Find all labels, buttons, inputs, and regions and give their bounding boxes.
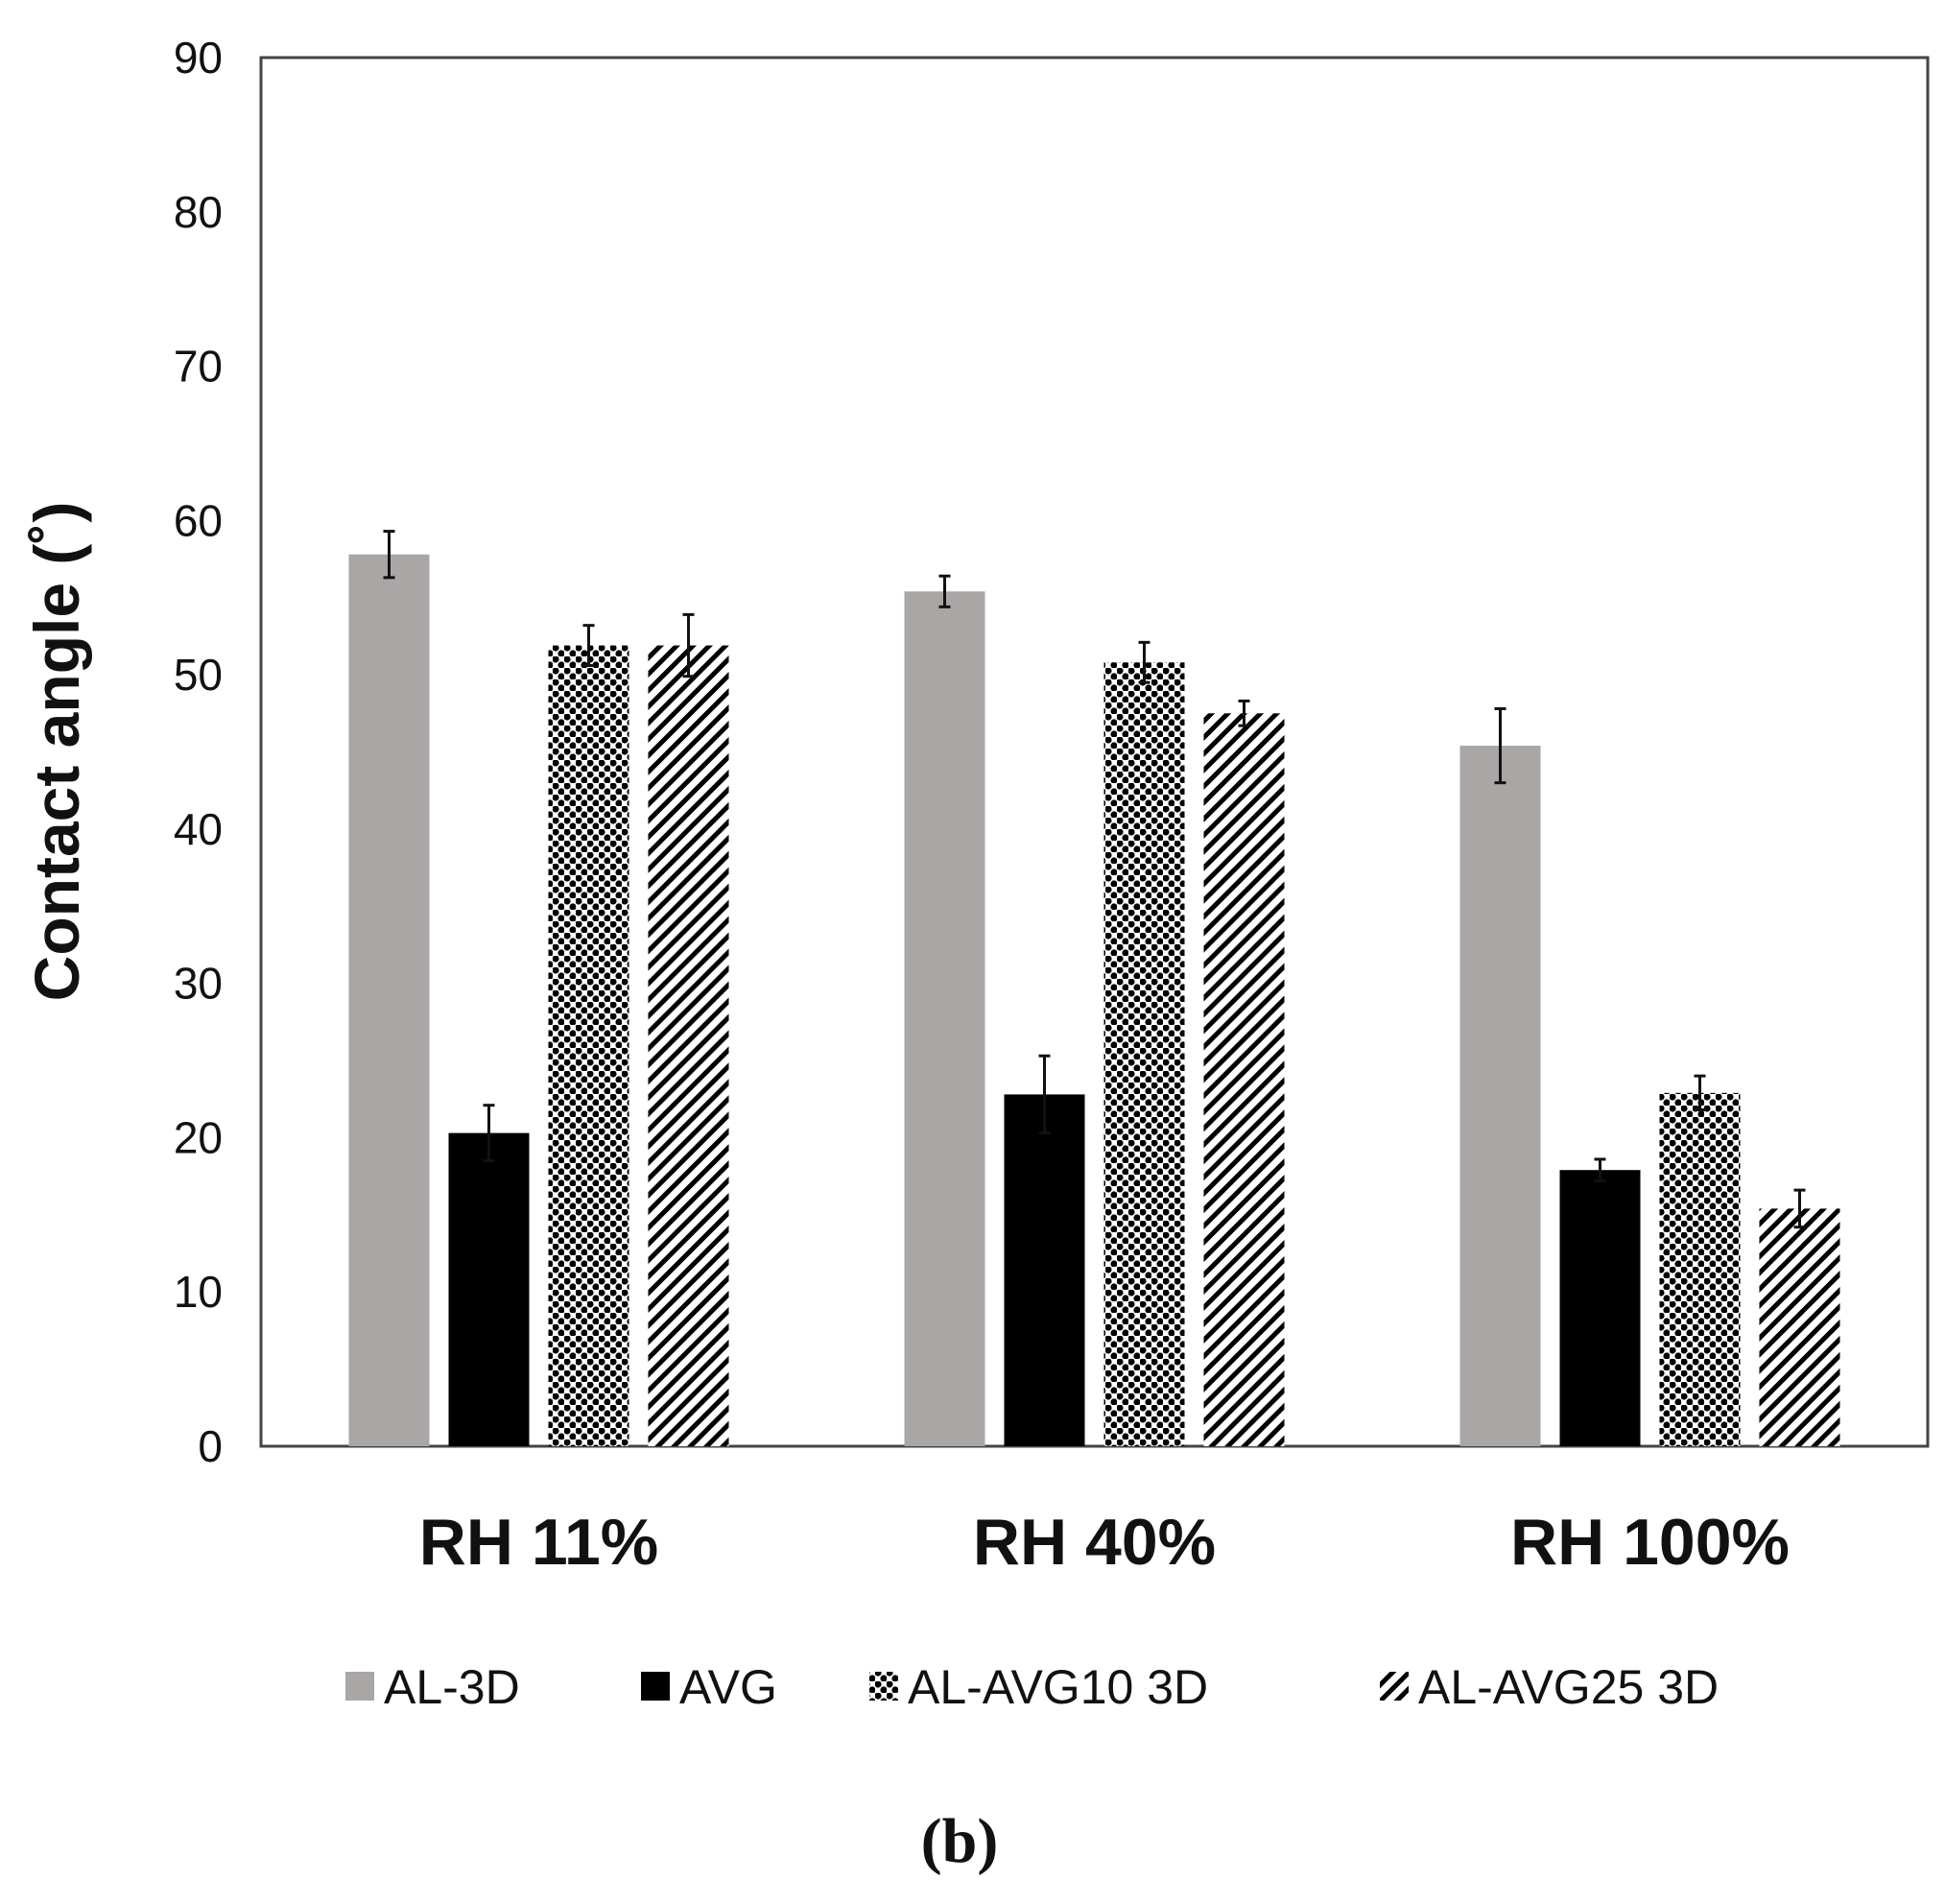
x-category-label: RH 40% [973,1506,1216,1579]
bar-al-avg25-3d-rh-11 [648,645,729,1446]
legend-swatch [869,1672,898,1701]
bars [348,554,1840,1446]
error-bar-al-3d-rh-40 [938,574,951,608]
legend: AL-3D AVG AL-AVG10 3D AL-AVG25 3D [345,1660,1719,1714]
error-bar-avg-rh-11 [483,1104,495,1163]
error-bar-al-avg10-3d-rh-11 [582,624,595,667]
bar-al-avg25-3d-rh-100 [1759,1208,1840,1446]
legend-label: AVG [679,1660,777,1714]
x-category-label: RH 100% [1510,1506,1790,1579]
y-axis-label: Contact angle (˚) [21,502,92,1002]
error-bar-al-3d-rh-11 [383,530,395,580]
bar-avg-rh-11 [448,1132,530,1446]
error-bar-avg-rh-100 [1594,1157,1606,1182]
y-tick-label: 70 [174,342,223,392]
panel-label: (b) [921,1806,999,1876]
legend-swatch [641,1672,670,1701]
bar-al-avg10-3d-rh-11 [548,645,629,1446]
error-bar-al-avg10-3d-rh-40 [1138,640,1150,684]
y-tick-label: 30 [174,959,223,1009]
x-category-label: RH 11% [419,1506,658,1579]
legend-label: AL-AVG10 3D [908,1660,1208,1714]
y-tick-label: 90 [174,33,223,83]
bar-al-3d-rh-40 [904,591,985,1446]
bar-al-avg10-3d-rh-40 [1103,662,1185,1446]
y-tick-label: 20 [174,1112,223,1162]
error-bar-al-avg10-3d-rh-100 [1694,1074,1706,1112]
error-bar-al-avg25-3d-rh-11 [682,612,695,678]
y-tick-label: 10 [174,1267,223,1317]
plot-area-frame [259,56,1930,1448]
y-tick-label: 50 [174,650,223,700]
bar-avg-rh-40 [1004,1094,1085,1446]
error-bar-al-avg25-3d-rh-100 [1793,1188,1806,1229]
bar-al-3d-rh-11 [348,554,430,1446]
y-tick-label: 60 [174,495,223,545]
legend-swatch [1380,1672,1409,1701]
bar-avg-rh-100 [1559,1170,1641,1446]
legend-label: AL-AVG25 3D [1418,1660,1719,1714]
bar-al-avg25-3d-rh-40 [1203,713,1285,1446]
y-tick-label: 40 [174,804,223,854]
y-tick-label: 0 [198,1421,223,1471]
bar-al-avg10-3d-rh-100 [1659,1092,1741,1446]
bar-al-3d-rh-100 [1459,746,1541,1446]
error-bar-avg-rh-40 [1038,1054,1051,1135]
legend-item-al-avg10-3d: AL-AVG10 3D [869,1660,1208,1714]
legend-item-al-3d: AL-3D [345,1660,520,1714]
x-axis-categories: RH 11% RH 40% RH 100% [419,1506,1790,1579]
error-bars [383,530,1806,1229]
legend-label: AL-3D [384,1660,520,1714]
legend-item-avg: AVG [641,1660,777,1714]
y-tick-label: 80 [174,187,223,237]
error-bar-al-3d-rh-100 [1494,706,1506,785]
legend-swatch [345,1672,374,1701]
legend-item-al-avg25-3d: AL-AVG25 3D [1380,1660,1719,1714]
y-axis-ticks: 0 10 20 30 40 50 60 70 80 90 [174,33,223,1471]
error-bar-al-avg25-3d-rh-40 [1238,699,1250,727]
